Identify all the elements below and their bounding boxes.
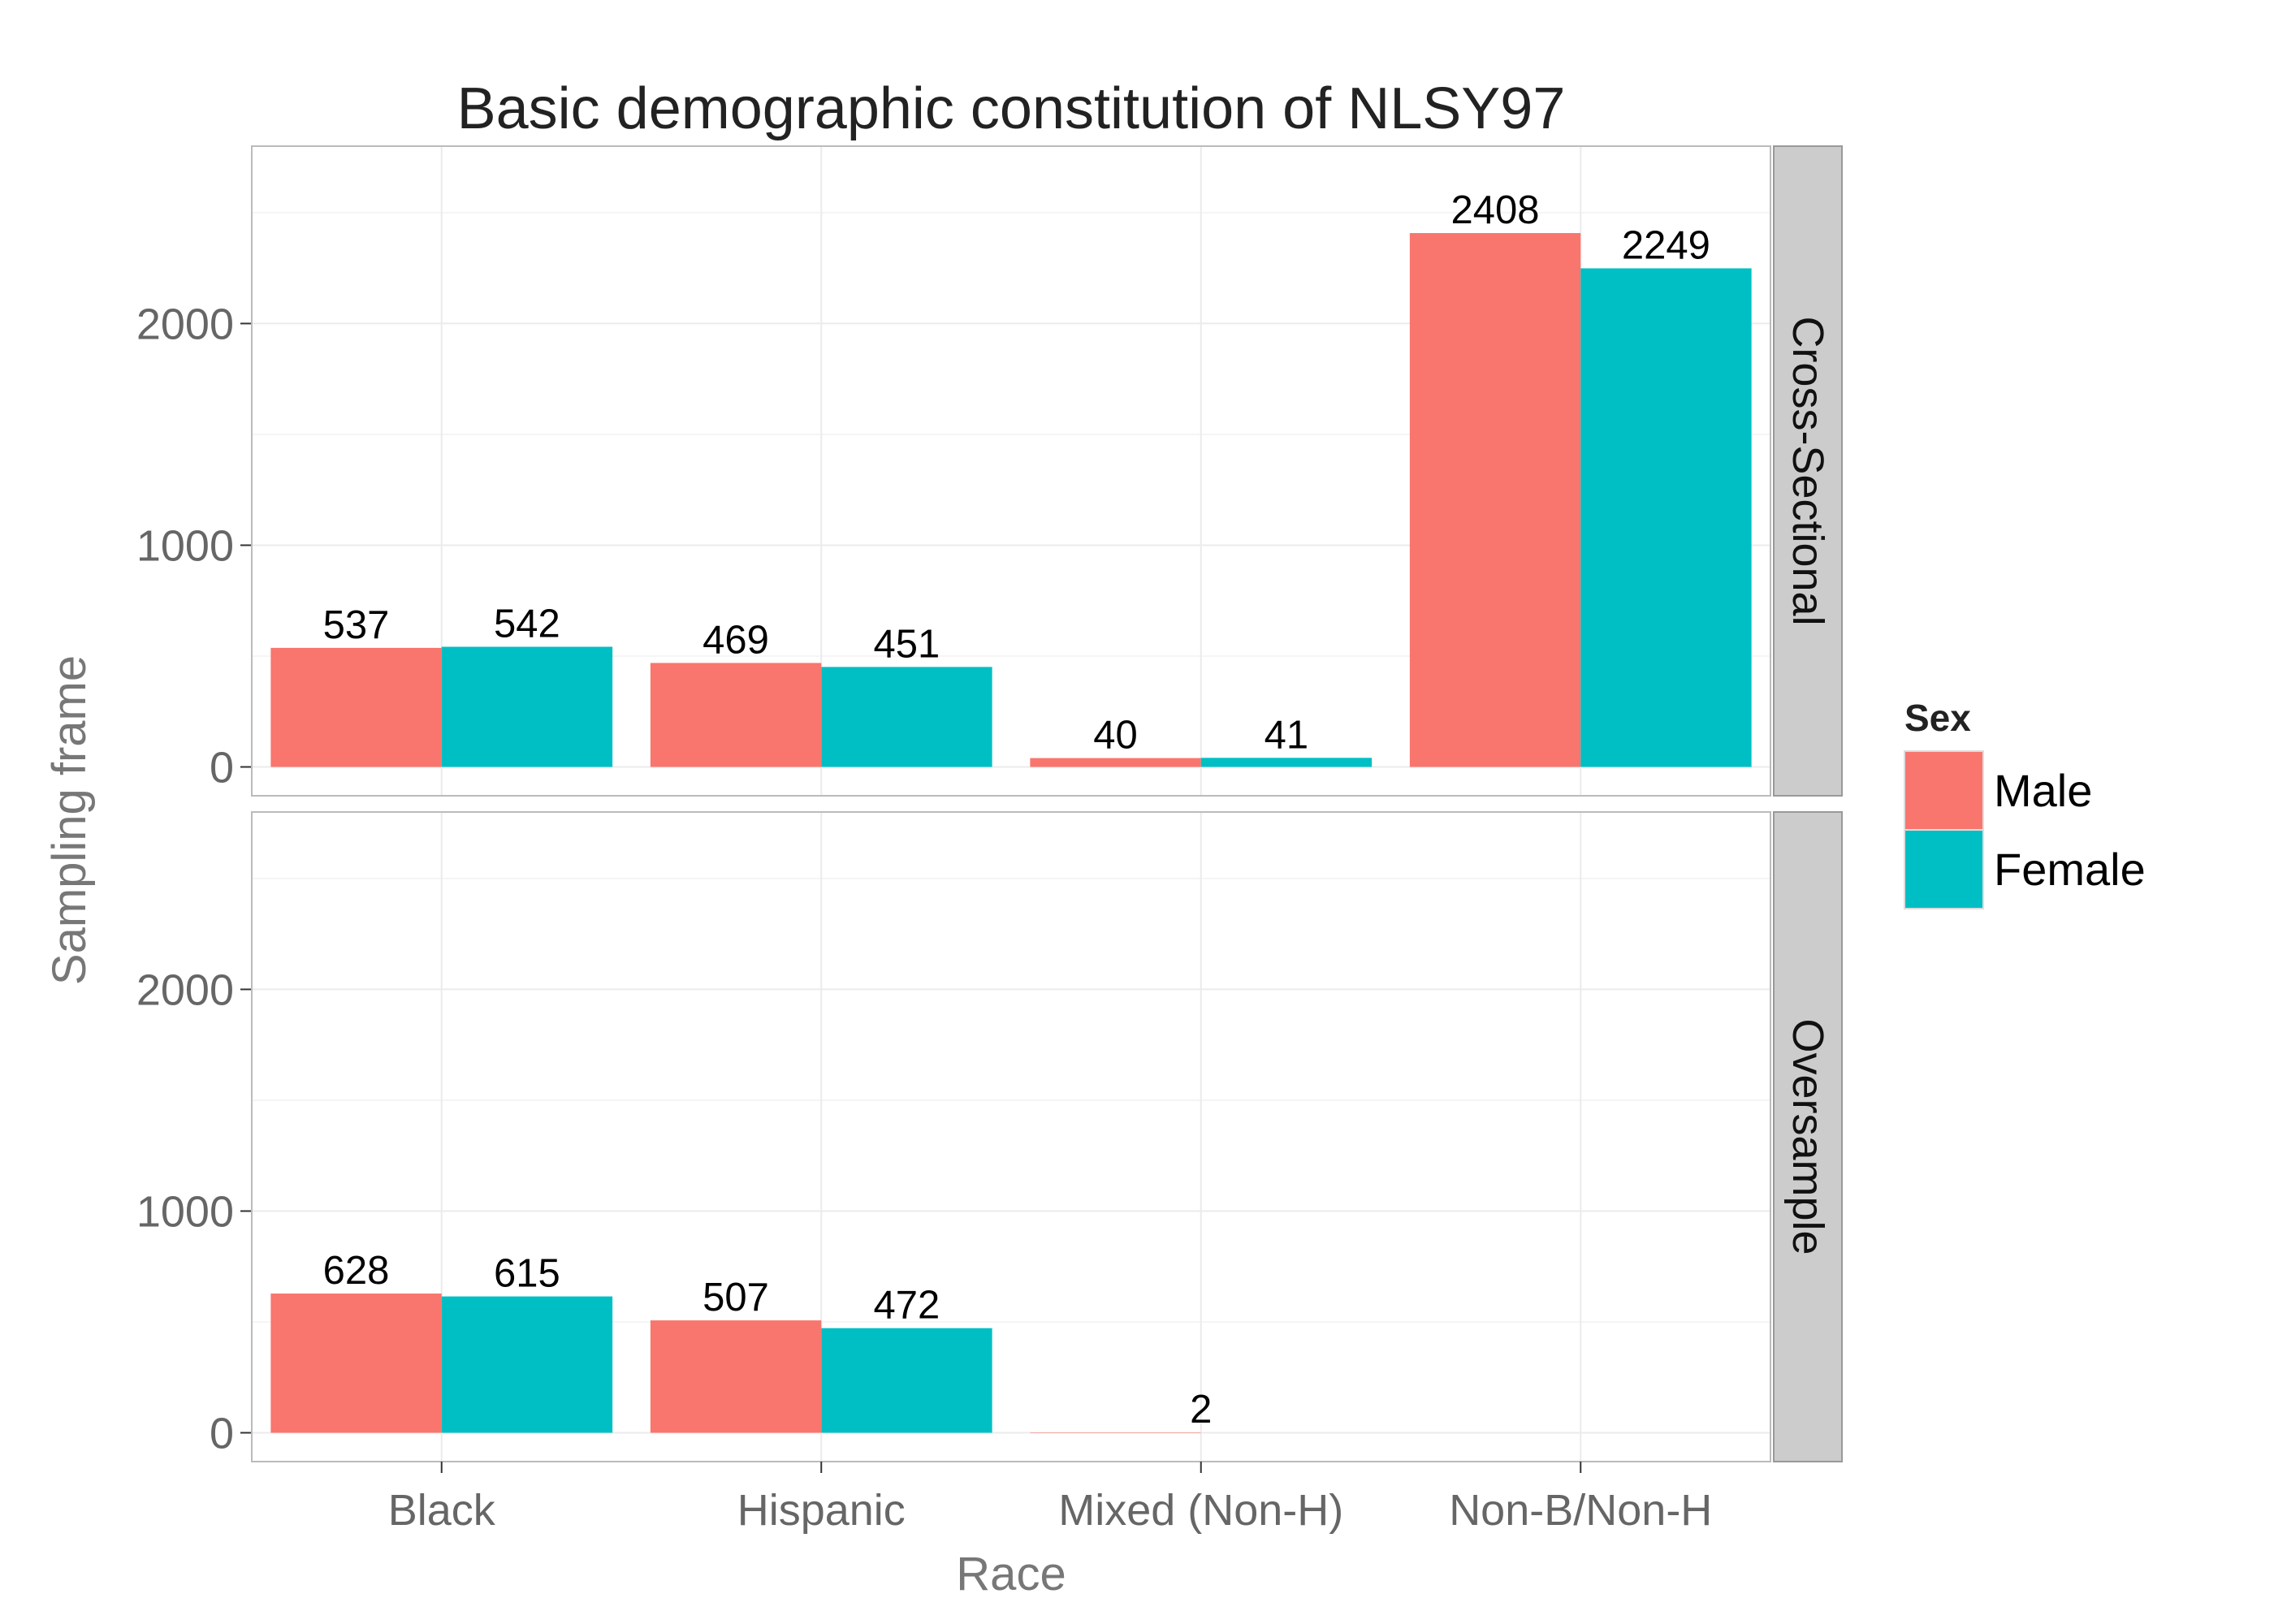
y-tick-label: 0 [210, 744, 234, 793]
legend-label-female: Female [1994, 844, 2146, 895]
data-label-female-non-b-non-h: 2249 [1622, 223, 1710, 267]
x-axis: Black Hispanic Mixed (Non-H) Non-B/Non-H [388, 1462, 1712, 1535]
facet-strip [1773, 811, 1843, 1462]
data-label-female-black: 615 [494, 1252, 560, 1296]
bar-female-black [441, 1296, 613, 1433]
y-axis-title: Sampling frame [43, 655, 96, 985]
chart-title: Basic demographic constitution of NLSY97 [457, 76, 1566, 141]
bar-male-non-b-non-h [1409, 233, 1581, 767]
facet-panels: 0 1000 2000 537 469 40 2408 542 451 41 2249 Cross-S… [136, 145, 1843, 1462]
y-tick-label: 2000 [136, 965, 234, 1014]
facet-strip-label-cross-sectional: Cross-Sectional [1783, 316, 1832, 625]
data-label-female-hispanic: 472 [874, 1284, 940, 1328]
y-tick-label: 0 [210, 1410, 234, 1458]
data-label-male-hispanic: 469 [703, 618, 769, 662]
facet-panel-cross-sectional: 0 1000 2000 537 469 40 2408 542 451 41 2249 Cross-S… [136, 145, 1843, 797]
legend-key-male [1904, 750, 1984, 831]
bar-male-black [270, 647, 442, 767]
facet-strip-label-oversample: Oversample [1783, 1018, 1832, 1255]
legend-label-male: Male [1994, 765, 2092, 816]
bar-female-hispanic [821, 1328, 992, 1433]
data-label-male-mixed-non-h: 40 [1093, 714, 1138, 758]
data-label-female-hispanic: 451 [874, 622, 940, 666]
bar-female-black [441, 646, 613, 767]
data-label-female-mixed-non-h: 41 [1265, 713, 1309, 757]
data-label-female-black: 542 [494, 603, 560, 646]
y-tick-label: 2000 [136, 300, 234, 348]
bar-male-mixed-non-h [1030, 758, 1201, 767]
x-axis-title: Race [956, 1548, 1066, 1600]
bar-male-hispanic [650, 1320, 822, 1433]
data-label-male-non-b-non-h: 2408 [1451, 188, 1540, 232]
data-label-male-mixed-non-h: 2 [1190, 1388, 1212, 1432]
data-label-male-black: 628 [323, 1249, 390, 1293]
bar-female-non-b-non-h [1580, 268, 1752, 767]
facet-strip [1773, 145, 1843, 797]
panel-border [251, 145, 1771, 797]
bar-female-hispanic [821, 667, 992, 767]
x-tick-label-mixed-non-h: Mixed (Non-H) [1058, 1486, 1343, 1535]
y-tick-label: 1000 [136, 1187, 234, 1236]
y-tick-label: 1000 [136, 521, 234, 570]
x-tick-label-black: Black [388, 1486, 496, 1535]
bar-male-black [270, 1294, 442, 1433]
facet-panel-oversample: 0 1000 2000 628 507 2 615 472 Oversample [136, 811, 1843, 1462]
legend-title: Sex [1904, 697, 1971, 739]
legend: Sex Male Female [1904, 697, 2146, 909]
legend-key-female [1904, 829, 1984, 909]
data-label-male-hispanic: 507 [703, 1276, 769, 1320]
x-tick-label-non-b-non-h: Non-B/Non-H [1449, 1486, 1712, 1535]
bar-female-mixed-non-h [1200, 758, 1373, 767]
bar-male-mixed-non-h [1030, 1432, 1201, 1433]
panel-border [251, 811, 1771, 1462]
data-label-male-black: 537 [323, 603, 390, 647]
bar-male-hispanic [650, 663, 822, 767]
x-tick-label-hispanic: Hispanic [737, 1486, 906, 1535]
